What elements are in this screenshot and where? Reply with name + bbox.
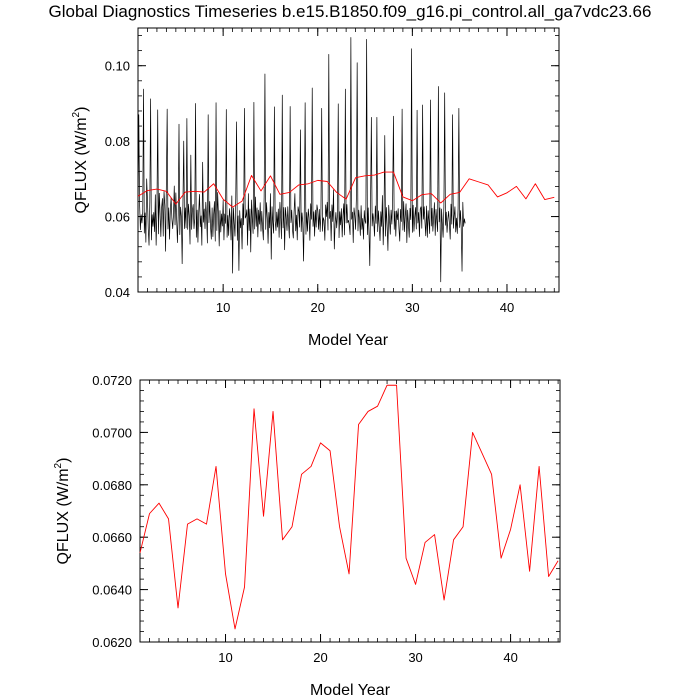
- x-tick-label: 30: [405, 300, 419, 315]
- bottom-chart-panel: 10 20 30 40 0.0620 0.0640 0.0660 0.0680 0.0700 0.…: [53, 373, 561, 699]
- top-y-axis-label-close: ): [73, 107, 90, 112]
- y-tick-label: 0.0700: [92, 425, 132, 440]
- bottom-y-axis-label-sup: 2: [53, 462, 64, 468]
- top-chart-panel: 10 20 30 40 0.04 0.06 0.08 0.10 Model Year QFLU…: [71, 27, 560, 349]
- bottom-x-axis-label: Model Year: [310, 682, 391, 699]
- top-y-axis-label: QFLUX (W/m2): [71, 107, 90, 214]
- top-plot-frame: [137, 27, 560, 293]
- annual-mean-series-line: [139, 384, 559, 630]
- top-y-axis-label-sup: 2: [71, 111, 82, 117]
- annual-mean-series-line: [137, 171, 555, 208]
- y-tick-label: 0.04: [105, 285, 130, 300]
- y-tick-label: 0.0680: [92, 478, 132, 493]
- y-tick-label: 0.0660: [92, 530, 132, 545]
- x-tick-label: 30: [408, 650, 422, 665]
- top-axis-ticks: 10 20 30 40 0.04 0.06 0.08 0.10: [105, 28, 559, 315]
- x-tick-label: 40: [500, 300, 514, 315]
- bottom-y-axis-label: QFLUX (W/m2): [53, 458, 72, 565]
- bottom-y-axis-label-close: ): [55, 458, 72, 463]
- bottom-axis-ticks: 10 20 30 40 0.0620 0.0640 0.0660 0.0680 0.0700 0.…: [92, 373, 560, 665]
- y-tick-label: 0.0720: [92, 373, 132, 388]
- x-tick-label: 10: [218, 650, 232, 665]
- top-series-group: [137, 37, 555, 283]
- bottom-series-group: [139, 384, 559, 630]
- y-tick-label: 0.08: [105, 134, 130, 149]
- y-tick-label: 0.0640: [92, 583, 132, 598]
- top-x-axis-label: Model Year: [308, 332, 389, 349]
- y-tick-label: 0.10: [105, 59, 130, 74]
- monthly-series-line: [137, 37, 466, 283]
- bottom-y-axis-label-main: QFLUX (W/m: [55, 468, 72, 564]
- y-tick-label: 0.06: [105, 210, 130, 225]
- x-tick-label: 10: [216, 300, 230, 315]
- x-tick-label: 40: [503, 650, 517, 665]
- page-title: Global Diagnostics Timeseries b.e15.B185…: [48, 2, 652, 21]
- bottom-plot-frame: [139, 379, 561, 643]
- x-tick-label: 20: [313, 650, 327, 665]
- x-tick-label: 20: [311, 300, 325, 315]
- top-y-axis-label-main: QFLUX (W/m: [73, 117, 90, 213]
- y-tick-label: 0.0620: [92, 635, 132, 650]
